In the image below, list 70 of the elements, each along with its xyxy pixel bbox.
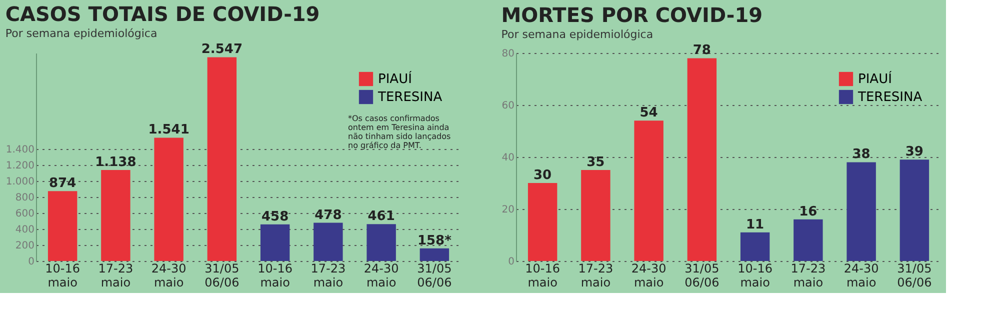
data-label: 874 [48,176,76,192]
bar [528,183,558,261]
data-label: 39 [905,144,924,160]
bar [314,222,343,261]
data-label: 478 [314,208,342,223]
data-label: 461 [368,209,395,224]
bar [48,191,78,261]
data-label: 2.547 [201,42,242,58]
legend-label: PIAUÍ [378,70,412,87]
y-tick-label: 200 [15,240,34,252]
y-tick-label: 20 [502,204,514,216]
bar [687,58,717,261]
x-tick-label: 24-30 maio [844,262,879,290]
bar [794,219,823,261]
bar [154,138,184,261]
data-label: 35 [586,155,605,170]
x-tick-label: 24-30 maio [631,262,666,290]
data-label: 54 [640,106,658,121]
data-label: 1.541 [148,122,190,138]
y-tick-label: 80 [502,48,514,60]
y-tick-label: 600 [15,208,34,220]
y-tick-label: 0 [28,256,34,268]
x-tick-label: 31/05 06/06 [204,262,240,290]
chart-subtitle: Por semana epidemiológica [5,27,158,40]
x-tick-label: 24-30 maio [151,262,186,290]
legend-label: PIAUÍ [858,70,892,87]
x-tick-label: 17-23 maio [310,262,346,290]
bar [634,120,664,261]
bar [740,232,770,261]
annotation: *Os casos confirmados ontem em Teresina ainda não tinham sido lançados no gráfico da PMT. [348,114,451,150]
bar [260,224,290,261]
data-label: 78 [692,43,711,58]
x-tick-label: 31/05 06/06 [897,262,932,290]
data-label: 30 [534,168,552,183]
legend-label: TERESINA [377,90,442,105]
y-tick-label: 0 [508,256,514,268]
x-tick-label: 17-23 maio [98,262,134,290]
data-label: 458 [261,209,289,224]
data-label: 158* [417,233,452,248]
x-tick-label: 10-16 maio [525,262,560,290]
data-label: 11 [746,217,764,232]
chart-title: MORTES POR COVID-19 [501,3,763,28]
bar [366,224,396,261]
chart-subtitle: Por semana epidemiológica [501,28,654,42]
data-label: 1.138 [95,154,136,170]
data-label: 16 [799,204,818,220]
y-tick-label: 40 [502,152,514,164]
bar [101,170,130,261]
y-tick-label: 60 [502,100,514,112]
x-tick-label: 17-23 maio [578,262,614,290]
y-tick-label: 400 [15,224,34,236]
bar [207,57,237,261]
bar [420,248,450,261]
y-tick-label: 800 [15,192,34,204]
x-tick-label: 17-23 maio [790,262,826,290]
bar [581,170,610,261]
chart-title: CASOS TOTAIS DE COVID-19 [5,2,320,26]
bar [846,162,876,261]
y-tick-label: 1.000 [6,176,34,188]
data-label: 38 [852,147,870,162]
x-tick-label: 31/05 06/06 [684,262,720,290]
x-tick-label: 10-16 maio [738,262,772,290]
x-tick-label: 10-16 maio [45,262,80,290]
x-tick-label: 31/05 06/06 [417,262,452,290]
legend-label: TERESINA [857,90,922,105]
y-tick-label: 1.400 [6,144,34,156]
bar [900,160,930,261]
y-tick-label: 1.200 [6,160,34,172]
x-tick-label: 10-16 maio [258,262,292,290]
x-tick-label: 24-30 maio [364,262,399,290]
